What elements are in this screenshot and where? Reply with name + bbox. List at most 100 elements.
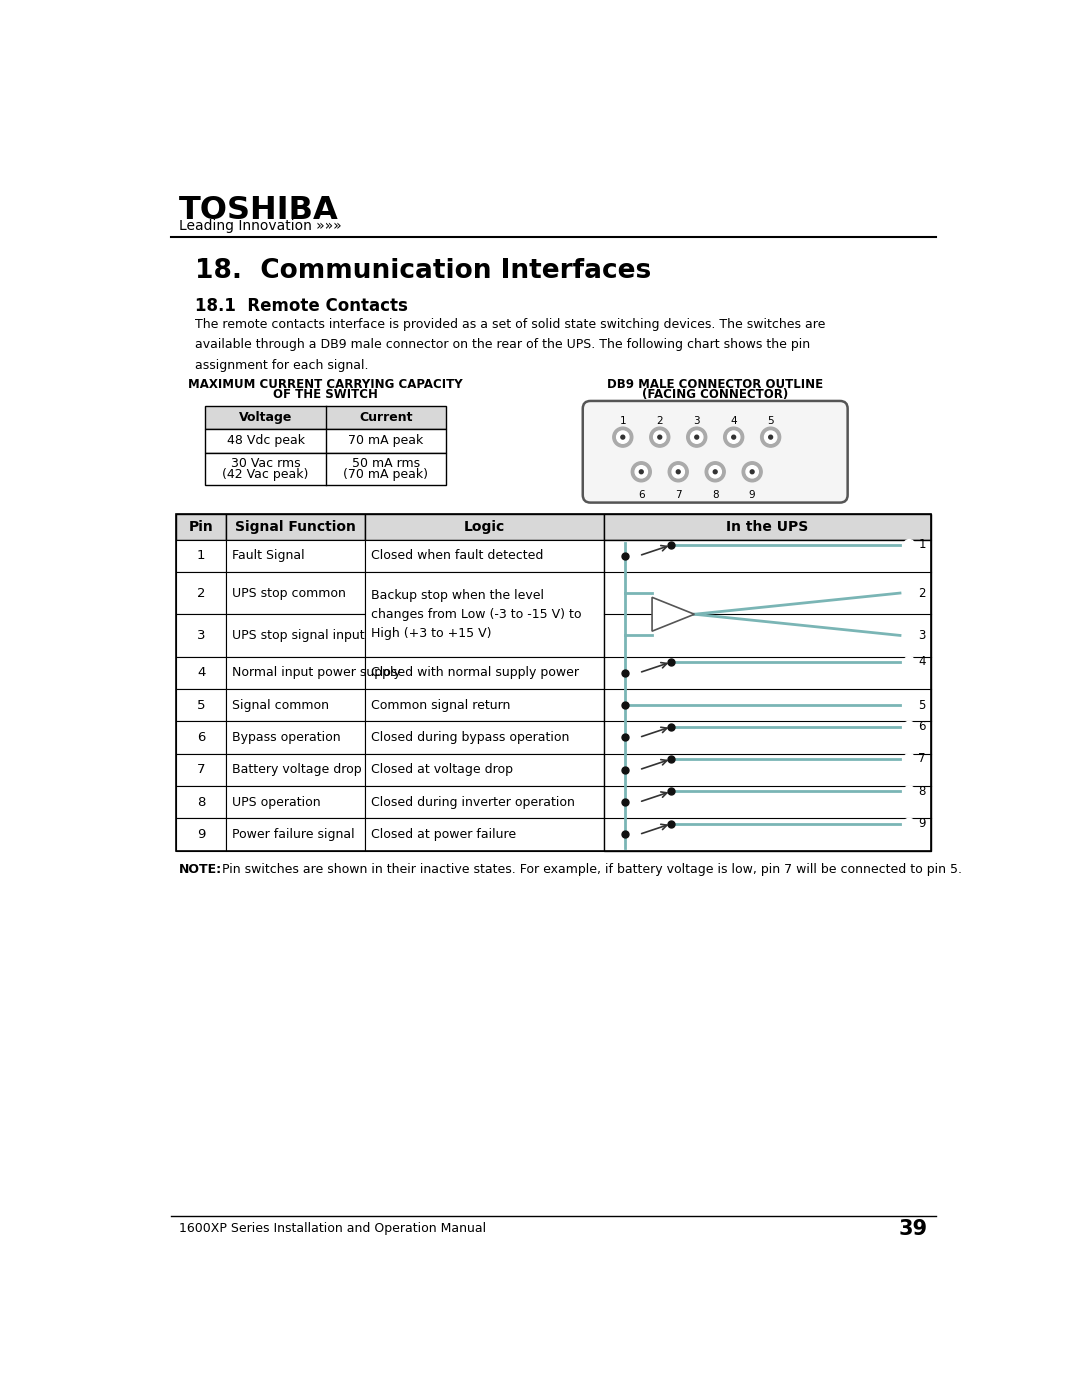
Circle shape — [769, 436, 772, 439]
Text: 3: 3 — [197, 629, 205, 641]
Text: Pin: Pin — [189, 520, 214, 534]
Text: Leading Innovation »»»: Leading Innovation »»» — [179, 219, 342, 233]
Bar — [365, 819, 604, 851]
Text: UPS stop signal input: UPS stop signal input — [232, 629, 365, 641]
Bar — [226, 539, 365, 571]
Bar — [176, 657, 226, 689]
Bar — [176, 514, 226, 539]
Circle shape — [732, 436, 735, 439]
Text: 39: 39 — [899, 1218, 928, 1239]
Text: The remote contacts interface is provided as a set of solid state switching devi: The remote contacts interface is provide… — [195, 317, 826, 372]
Circle shape — [612, 427, 633, 447]
Circle shape — [904, 539, 915, 550]
Bar — [176, 787, 226, 819]
Circle shape — [746, 465, 758, 478]
Text: 4: 4 — [197, 666, 205, 679]
Circle shape — [728, 432, 740, 443]
Bar — [176, 539, 226, 571]
Text: Closed at voltage drop: Closed at voltage drop — [372, 763, 513, 777]
Bar — [365, 571, 604, 657]
Bar — [365, 787, 604, 819]
Bar — [176, 753, 226, 787]
Circle shape — [705, 462, 725, 482]
Text: 6: 6 — [197, 731, 205, 745]
Text: 3: 3 — [693, 416, 700, 426]
Circle shape — [694, 436, 699, 439]
Bar — [365, 689, 604, 721]
Text: DB9 MALE CONNECTOR OUTLINE: DB9 MALE CONNECTOR OUTLINE — [607, 379, 823, 391]
Text: 4: 4 — [730, 416, 737, 426]
Bar — [226, 721, 365, 753]
Bar — [176, 819, 226, 851]
Text: Voltage: Voltage — [239, 411, 293, 425]
Text: MAXIMUM CURRENT CARRYING CAPACITY: MAXIMUM CURRENT CARRYING CAPACITY — [188, 379, 463, 391]
Bar — [176, 689, 226, 721]
Text: Normal input power supply: Normal input power supply — [232, 666, 402, 679]
Bar — [365, 514, 604, 539]
Bar — [176, 571, 226, 615]
Text: 1: 1 — [918, 538, 926, 552]
Circle shape — [710, 465, 721, 478]
Bar — [205, 407, 446, 429]
Circle shape — [765, 432, 777, 443]
Bar — [226, 514, 365, 539]
Circle shape — [653, 432, 666, 443]
Circle shape — [639, 469, 644, 474]
Text: 3: 3 — [918, 629, 926, 641]
Text: Fault Signal: Fault Signal — [232, 549, 305, 562]
Circle shape — [672, 465, 685, 478]
Circle shape — [724, 427, 744, 447]
Text: 5: 5 — [197, 698, 205, 711]
Text: Signal common: Signal common — [232, 698, 329, 711]
Text: Common signal return: Common signal return — [372, 698, 511, 711]
Circle shape — [904, 657, 915, 668]
Bar — [176, 615, 226, 657]
Polygon shape — [652, 598, 694, 631]
Text: 6: 6 — [638, 489, 645, 500]
Bar — [176, 721, 226, 753]
Text: 1: 1 — [197, 549, 205, 562]
Bar — [205, 429, 446, 453]
Text: 7: 7 — [918, 753, 926, 766]
Text: 6: 6 — [918, 721, 926, 733]
Circle shape — [904, 630, 915, 641]
Text: Closed during inverter operation: Closed during inverter operation — [372, 796, 575, 809]
Circle shape — [904, 700, 915, 711]
Text: 4: 4 — [918, 655, 926, 669]
Bar — [176, 514, 931, 851]
Bar — [365, 539, 604, 571]
Text: In the UPS: In the UPS — [726, 520, 808, 534]
Text: 2: 2 — [197, 587, 205, 599]
Text: OF THE SWITCH: OF THE SWITCH — [273, 388, 378, 401]
Text: (FACING CONNECTOR): (FACING CONNECTOR) — [643, 388, 788, 401]
Bar — [604, 539, 931, 851]
Circle shape — [676, 469, 680, 474]
Text: 2: 2 — [918, 587, 926, 599]
Circle shape — [904, 588, 915, 598]
Text: 9: 9 — [748, 489, 756, 500]
Text: 1600XP Series Installation and Operation Manual: 1600XP Series Installation and Operation… — [179, 1222, 486, 1235]
Circle shape — [751, 469, 754, 474]
Circle shape — [635, 465, 647, 478]
Circle shape — [904, 721, 915, 732]
Circle shape — [904, 819, 915, 828]
Text: Signal Function: Signal Function — [235, 520, 356, 534]
Text: Bypass operation: Bypass operation — [232, 731, 341, 745]
Circle shape — [621, 436, 624, 439]
Bar — [226, 571, 365, 615]
Bar — [226, 819, 365, 851]
Circle shape — [760, 427, 781, 447]
Bar — [365, 657, 604, 689]
Bar — [226, 787, 365, 819]
Text: 70 mA peak: 70 mA peak — [348, 434, 423, 447]
Text: (42 Vac peak): (42 Vac peak) — [222, 468, 309, 481]
Text: 9: 9 — [197, 828, 205, 841]
Text: Pin switches are shown in their inactive states. For example, if battery voltage: Pin switches are shown in their inactive… — [222, 863, 962, 876]
FancyBboxPatch shape — [583, 401, 848, 503]
Circle shape — [687, 427, 706, 447]
Text: Backup stop when the level
changes from Low (-3 to -15 V) to
High (+3 to +15 V): Backup stop when the level changes from … — [372, 588, 581, 640]
Bar — [365, 753, 604, 787]
Text: 18.1  Remote Contacts: 18.1 Remote Contacts — [195, 298, 408, 314]
Text: Closed when fault detected: Closed when fault detected — [372, 549, 543, 562]
Text: UPS stop common: UPS stop common — [232, 587, 347, 599]
